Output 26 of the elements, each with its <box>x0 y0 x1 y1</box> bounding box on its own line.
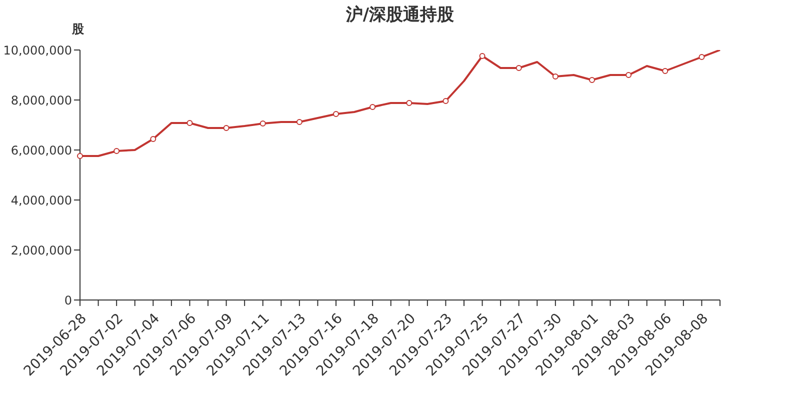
y-tick-label: 8,000,000 <box>10 93 72 108</box>
point <box>296 119 302 125</box>
y-tick-label: 2,000,000 <box>10 243 72 258</box>
point <box>77 153 83 159</box>
point <box>589 77 595 83</box>
point <box>186 120 193 126</box>
y-tick-label: 4,000,000 <box>10 193 72 208</box>
point <box>260 120 266 126</box>
point <box>552 74 558 80</box>
point <box>333 111 339 117</box>
chart-title: 沪/深股通持股 <box>346 5 454 25</box>
y-tick-label: 10,000,000 <box>3 43 72 58</box>
point <box>114 148 120 154</box>
point <box>223 125 230 131</box>
point <box>662 68 668 74</box>
point <box>479 53 486 59</box>
y-tick-label: 0 <box>64 293 72 308</box>
point <box>150 136 156 142</box>
y-tick-label: 6,000,000 <box>10 143 72 158</box>
point <box>516 65 522 71</box>
y-axis-title: 股 <box>72 21 84 38</box>
point <box>442 98 449 104</box>
point <box>370 104 376 110</box>
point <box>626 72 632 78</box>
point <box>698 54 705 60</box>
point <box>406 100 412 106</box>
